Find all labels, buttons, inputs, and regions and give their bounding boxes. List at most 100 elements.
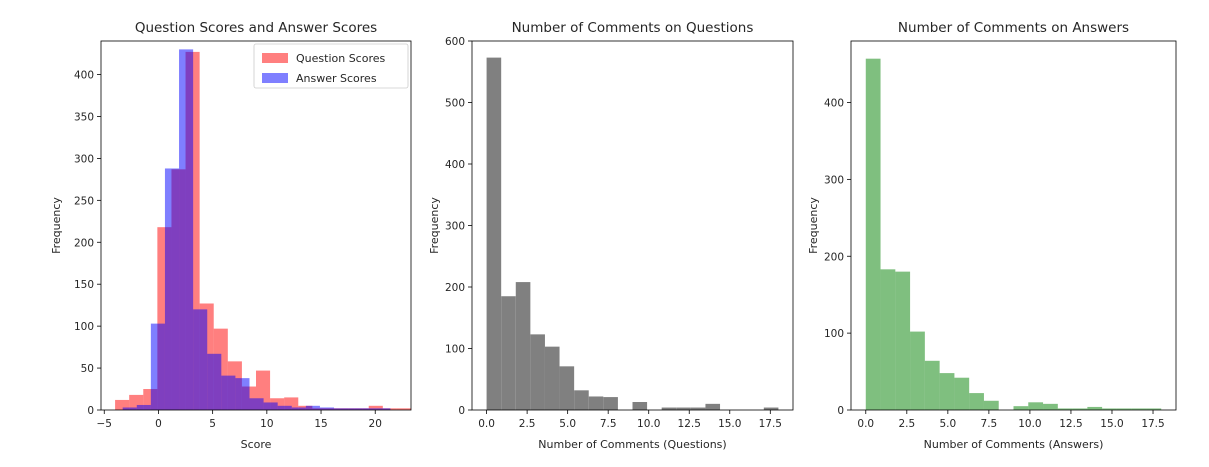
y-tick-label: 400 — [824, 98, 844, 110]
y-tick-label: 200 — [74, 237, 94, 249]
histogram-bar — [1116, 408, 1132, 410]
histogram-bar — [676, 407, 691, 410]
x-tick-label: 7.5 — [600, 418, 617, 430]
y-axis-label: Frequency — [50, 197, 63, 254]
histogram-bar — [603, 397, 618, 410]
histogram-bar — [376, 408, 391, 410]
y-axis-label: Frequency — [428, 197, 441, 254]
histogram-bar — [865, 58, 881, 411]
histogram-bar — [136, 404, 151, 410]
histogram-bar — [588, 396, 604, 410]
histogram-bar — [880, 269, 896, 410]
histogram-bar — [515, 282, 531, 410]
legend-entry: Answer Scores — [296, 72, 377, 85]
histogram-bar — [1146, 408, 1162, 410]
histogram-bar — [115, 399, 130, 410]
histogram-bar — [954, 377, 970, 410]
x-tick-label: 5.0 — [939, 418, 956, 430]
x-axis-label: Score — [241, 438, 272, 451]
histogram-bar — [348, 408, 363, 410]
histogram-bar — [530, 334, 545, 410]
legend: Question Scores Answer Scores — [253, 43, 409, 89]
x-tick-label: 15.0 — [1100, 418, 1123, 430]
histogram-bar — [910, 331, 925, 410]
x-tick-label: 17.5 — [759, 418, 782, 430]
histogram-bar — [1102, 408, 1117, 410]
question-answer-scores-chart: Question Scores and Answer Scores Score … — [50, 20, 412, 451]
x-tick-label: 10.0 — [637, 418, 660, 430]
histogram-bar — [362, 408, 377, 410]
series-0 — [486, 57, 779, 411]
y-tick-label: 100 — [445, 344, 465, 356]
histogram-bar — [1013, 406, 1029, 410]
histogram-bar — [544, 346, 560, 410]
x-axis-label: Number of Comments (Questions) — [538, 438, 726, 451]
histogram-bar — [632, 402, 648, 410]
y-tick-label: 100 — [74, 321, 94, 333]
histogram-bar — [1028, 402, 1044, 410]
histogram-bar — [705, 403, 721, 410]
x-tick-label: 5 — [209, 418, 216, 430]
chart-title: Question Scores and Answer Scores — [135, 20, 377, 36]
x-tick-label: 0.0 — [478, 418, 495, 430]
legend-box — [253, 43, 409, 89]
histogram-bar — [559, 366, 575, 410]
histogram-bar — [319, 407, 335, 410]
y-tick-label: 500 — [445, 98, 465, 110]
histogram-bar — [939, 373, 955, 410]
histogram-bar — [291, 407, 306, 410]
y-tick-label: 200 — [445, 282, 465, 294]
histogram-bar — [1043, 403, 1058, 410]
y-tick-label: 300 — [445, 221, 465, 233]
histogram-bar — [179, 49, 194, 410]
x-axis-label: Number of Comments (Answers) — [924, 438, 1104, 451]
x-tick-label: 2.5 — [898, 418, 915, 430]
x-tick-label: 10 — [260, 418, 273, 430]
histogram-bar — [249, 398, 264, 410]
x-tick-label: 5.0 — [559, 418, 576, 430]
y-tick-label: 0 — [87, 405, 94, 417]
x-tick-label: 0 — [155, 418, 162, 430]
x-tick-label: −5 — [97, 418, 112, 430]
histogram-bar — [277, 405, 292, 410]
x-tick-label: 15.0 — [718, 418, 741, 430]
y-tick-label: 200 — [824, 251, 844, 263]
histogram-bar — [164, 168, 180, 410]
answer-comments-chart: Number of Comments on Answers Number of … — [807, 20, 1177, 451]
histogram-bar — [193, 309, 208, 410]
histogram-bar — [334, 408, 349, 410]
x-tick-label: 12.5 — [1059, 418, 1082, 430]
histogram-bar — [263, 402, 278, 410]
histogram-bar — [368, 405, 383, 410]
axes-frame — [850, 40, 1177, 411]
histogram-bar — [1072, 408, 1088, 410]
y-tick-label: 350 — [74, 111, 94, 123]
histogram-bar — [574, 390, 589, 410]
x-tick-label: 12.5 — [678, 418, 701, 430]
x-tick-label: 20 — [369, 418, 382, 430]
histogram-bar — [895, 271, 911, 411]
x-tick-label: 15 — [314, 418, 327, 430]
histogram-bar — [396, 408, 411, 410]
series-0 — [865, 58, 1162, 411]
histogram-bar — [661, 407, 677, 410]
y-tick-label: 150 — [74, 279, 94, 291]
histogram-bar — [983, 400, 999, 410]
x-tick-label: 10.0 — [1018, 418, 1041, 430]
y-tick-label: 250 — [74, 195, 94, 207]
histogram-bar — [763, 407, 779, 410]
series-1 — [122, 49, 391, 410]
y-tick-label: 300 — [74, 153, 94, 165]
histogram-bar — [969, 393, 984, 410]
y-tick-label: 50 — [81, 363, 94, 375]
legend-swatch — [262, 73, 288, 83]
histogram-bar — [235, 378, 250, 410]
x-tick-label: 7.5 — [981, 418, 998, 430]
chart-title: Number of Comments on Questions — [512, 20, 754, 36]
legend-swatch — [262, 53, 288, 63]
y-tick-label: 300 — [824, 174, 844, 186]
histogram-bar — [1087, 406, 1103, 410]
histogram-bar — [501, 296, 516, 410]
histogram-bar — [207, 353, 222, 410]
